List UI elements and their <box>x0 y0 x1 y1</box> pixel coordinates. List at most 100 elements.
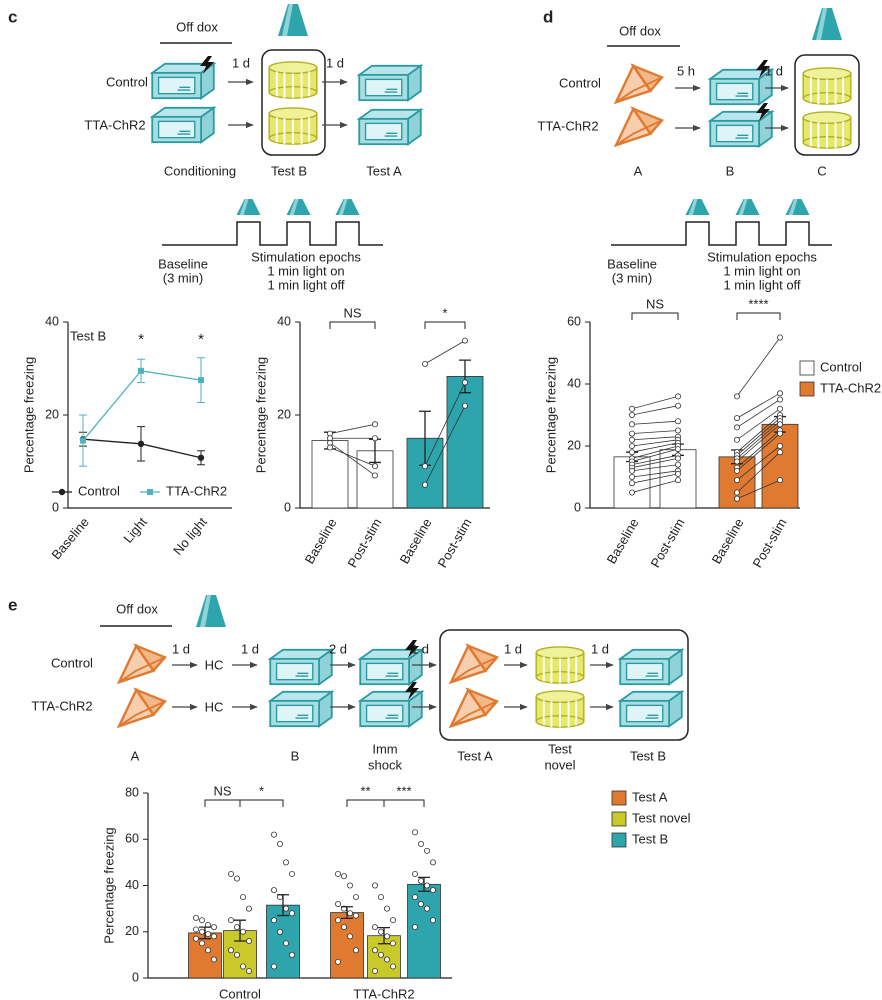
pair-line <box>631 430 679 434</box>
point <box>334 901 341 908</box>
point <box>245 905 252 912</box>
point <box>417 877 424 884</box>
pair-line <box>736 451 781 493</box>
point <box>233 951 240 958</box>
stim-trace <box>611 221 832 246</box>
point <box>461 379 468 386</box>
point <box>411 829 418 836</box>
point <box>734 393 741 400</box>
point <box>198 928 205 935</box>
pair-line <box>631 436 679 441</box>
pair-line <box>329 447 376 467</box>
pair-line <box>736 479 781 500</box>
point <box>371 435 378 442</box>
y-tick-label: 80 <box>125 785 139 799</box>
point <box>675 427 682 434</box>
point <box>371 968 378 975</box>
point <box>777 421 784 428</box>
legend-marker <box>58 488 66 496</box>
pair-line <box>736 417 781 456</box>
significance: NS <box>213 783 231 798</box>
label: 1 d <box>765 63 783 78</box>
point <box>377 951 384 958</box>
cage-icon <box>270 692 332 726</box>
point <box>288 870 295 877</box>
point <box>411 924 418 931</box>
bracket <box>424 321 466 329</box>
point <box>777 390 784 397</box>
x-tick-label: No light <box>170 514 210 558</box>
label: 1 min light on <box>267 263 344 278</box>
x-tick-label: Baseline <box>709 516 747 567</box>
point <box>734 467 741 474</box>
point <box>282 940 289 947</box>
label: Test A <box>457 748 493 763</box>
point <box>675 418 682 425</box>
pair-line <box>631 473 679 484</box>
label: Control <box>51 655 93 670</box>
point <box>326 444 333 451</box>
x-tick-label: Control <box>219 986 261 1000</box>
pair-line <box>736 433 781 472</box>
bar <box>446 376 484 509</box>
pair-line <box>631 396 679 410</box>
point <box>734 424 741 431</box>
pair-line <box>631 464 679 472</box>
cage-icon <box>620 650 682 684</box>
point <box>334 917 341 924</box>
point <box>383 956 390 963</box>
point <box>777 396 784 403</box>
y-axis-label: Percentage freezing <box>543 357 558 473</box>
light-icon <box>686 199 710 215</box>
bracket <box>631 312 679 320</box>
legend-swatch <box>799 360 815 376</box>
point <box>389 917 396 924</box>
point <box>340 873 347 880</box>
point <box>734 477 741 484</box>
pair-line <box>631 405 679 416</box>
legend-label: Test B <box>632 831 668 846</box>
label: d <box>543 7 553 26</box>
significance: * <box>442 305 447 320</box>
label: Stimulation epochs <box>707 249 817 264</box>
label: TTA-ChR2 <box>84 117 145 132</box>
point <box>282 905 289 912</box>
point <box>239 928 246 935</box>
label: Stimulation epochs <box>251 249 361 264</box>
point <box>734 489 741 496</box>
point <box>270 831 277 838</box>
x-tick-label: Baseline <box>48 514 92 562</box>
point <box>423 847 430 854</box>
point <box>245 968 252 975</box>
point <box>227 947 234 954</box>
label: 1 d <box>591 641 609 656</box>
bracket <box>346 799 385 807</box>
significance: *** <box>396 783 411 798</box>
legend-label: TTA-ChR2 <box>166 483 227 498</box>
label: 5 h <box>677 63 695 78</box>
cage-icon <box>152 64 214 98</box>
pair-line <box>736 408 781 441</box>
tent-icon <box>616 109 662 145</box>
point <box>421 463 428 470</box>
light-icon <box>237 199 261 215</box>
frame <box>439 629 689 741</box>
label: novel <box>544 757 575 772</box>
y-tick-label: 20 <box>567 438 581 452</box>
point <box>461 402 468 409</box>
label: C <box>817 163 826 178</box>
point <box>389 963 396 970</box>
pair-line <box>631 420 679 425</box>
point <box>371 421 378 428</box>
x-tick-label: Light <box>120 514 150 546</box>
pair-line <box>631 470 679 478</box>
point <box>346 882 353 889</box>
point <box>377 928 384 935</box>
point <box>371 882 378 889</box>
x-tick-label: TTA-ChR2 <box>353 986 414 1000</box>
label: (3 min) <box>612 270 652 285</box>
point <box>233 875 240 882</box>
cylinder-icon <box>536 691 584 727</box>
point <box>288 910 295 917</box>
bar <box>330 912 364 979</box>
